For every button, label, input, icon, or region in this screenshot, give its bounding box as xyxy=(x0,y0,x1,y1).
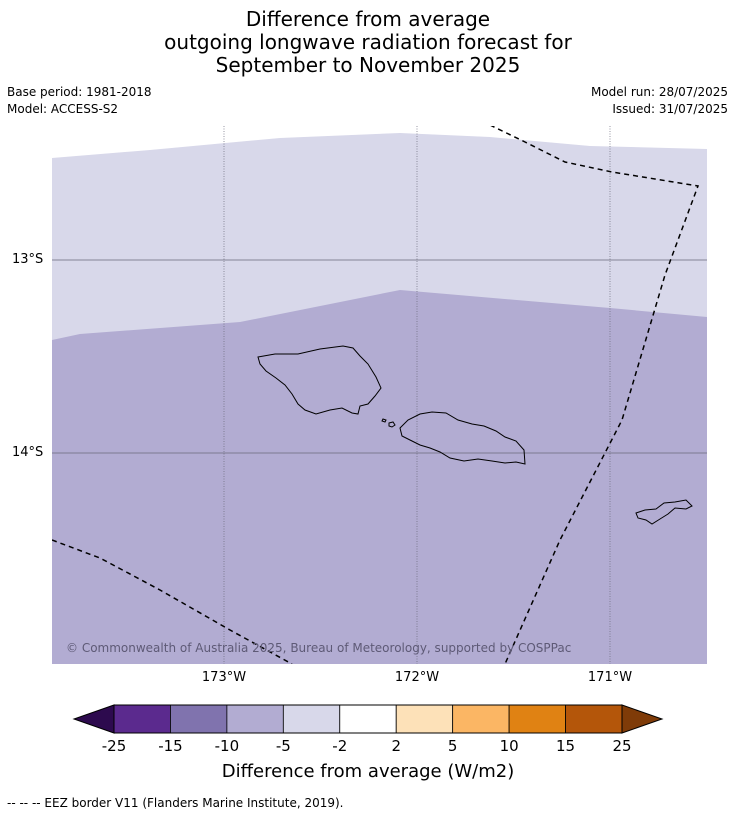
colorbar-cell xyxy=(395,704,454,734)
colorbar-tick-label: -25 xyxy=(101,737,127,755)
colorbar-tick-label: 2 xyxy=(391,737,401,755)
copyright-notice: © Commonwealth of Australia 2025, Bureau… xyxy=(66,641,572,655)
colorbar-tick-label: -10 xyxy=(214,737,240,755)
colorbar-tick-label: -15 xyxy=(158,737,183,755)
eez-border-east xyxy=(490,126,700,664)
title-line-3: September to November 2025 xyxy=(215,53,521,77)
colorbar-tick-label: 25 xyxy=(612,737,632,755)
colorbar-tick-label: -5 xyxy=(275,737,291,755)
island-tutuila xyxy=(635,499,693,525)
island-apolima xyxy=(381,418,387,423)
eez-borders xyxy=(52,126,700,664)
meta-left: Base period: 1981-2018 Model: ACCESS-S2 xyxy=(7,84,152,118)
region-outside-data xyxy=(52,126,707,158)
lon-label-171w: 171°W xyxy=(587,670,633,685)
colorbar-cell xyxy=(170,704,228,734)
lat-label-13s: 13°S xyxy=(12,252,44,267)
model-run: Model run: 28/07/2025 xyxy=(590,85,728,99)
eez-border-southwest xyxy=(52,539,293,664)
colorbar-cell xyxy=(508,704,566,734)
colorbar-tick-label: -2 xyxy=(332,737,348,755)
title-line-2: outgoing longwave radiation forecast for xyxy=(164,30,572,54)
island-upolu xyxy=(399,411,526,465)
colorbar-cell xyxy=(565,704,623,734)
colorbar-tick-label: 15 xyxy=(556,737,576,755)
issued-date: Issued: 31/07/2025 xyxy=(612,102,728,116)
title-line-1: Difference from average xyxy=(245,7,491,31)
model-name: Model: ACCESS-S2 xyxy=(7,102,119,116)
colorbar-extend-high xyxy=(621,704,664,734)
colorbar-cell xyxy=(452,704,510,734)
region-lower-fill xyxy=(52,290,707,664)
islands xyxy=(257,345,693,525)
lon-label-173w: 173°W xyxy=(201,670,247,685)
lat-label-14s: 14°S xyxy=(12,445,44,460)
island-savaii xyxy=(257,345,382,415)
colorbar-tick-label: 5 xyxy=(447,737,458,755)
meta-right: Model run: 28/07/2025 Issued: 31/07/2025 xyxy=(591,84,728,118)
gridlines xyxy=(52,126,707,664)
lon-label-172w: 172°W xyxy=(394,670,440,685)
colorbar-tick-label: 10 xyxy=(499,737,519,755)
colorbar-cell xyxy=(113,704,171,734)
base-period: Base period: 1981-2018 xyxy=(7,85,152,99)
chart-title: Difference from average outgoing longwav… xyxy=(0,8,736,77)
map-area xyxy=(52,126,707,664)
colorbar xyxy=(72,704,664,734)
eez-footnote: -- -- -- EEZ border V11 (Flanders Marine… xyxy=(7,796,344,810)
colorbar-extend-low xyxy=(72,704,115,734)
colorbar-cell xyxy=(226,704,284,734)
colorbar-cells xyxy=(113,704,623,734)
colorbar-frame xyxy=(113,704,623,734)
colorbar-cell xyxy=(339,704,397,734)
colorbar-title: Difference from average (W/m2) xyxy=(221,761,515,782)
island-manono xyxy=(388,421,396,428)
colorbar-cell xyxy=(282,704,341,734)
